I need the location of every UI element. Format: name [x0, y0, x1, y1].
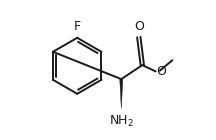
- Text: NH$_2$: NH$_2$: [109, 114, 134, 129]
- Text: O: O: [156, 65, 166, 78]
- Polygon shape: [120, 79, 123, 108]
- Text: F: F: [74, 20, 81, 33]
- Text: O: O: [135, 20, 145, 33]
